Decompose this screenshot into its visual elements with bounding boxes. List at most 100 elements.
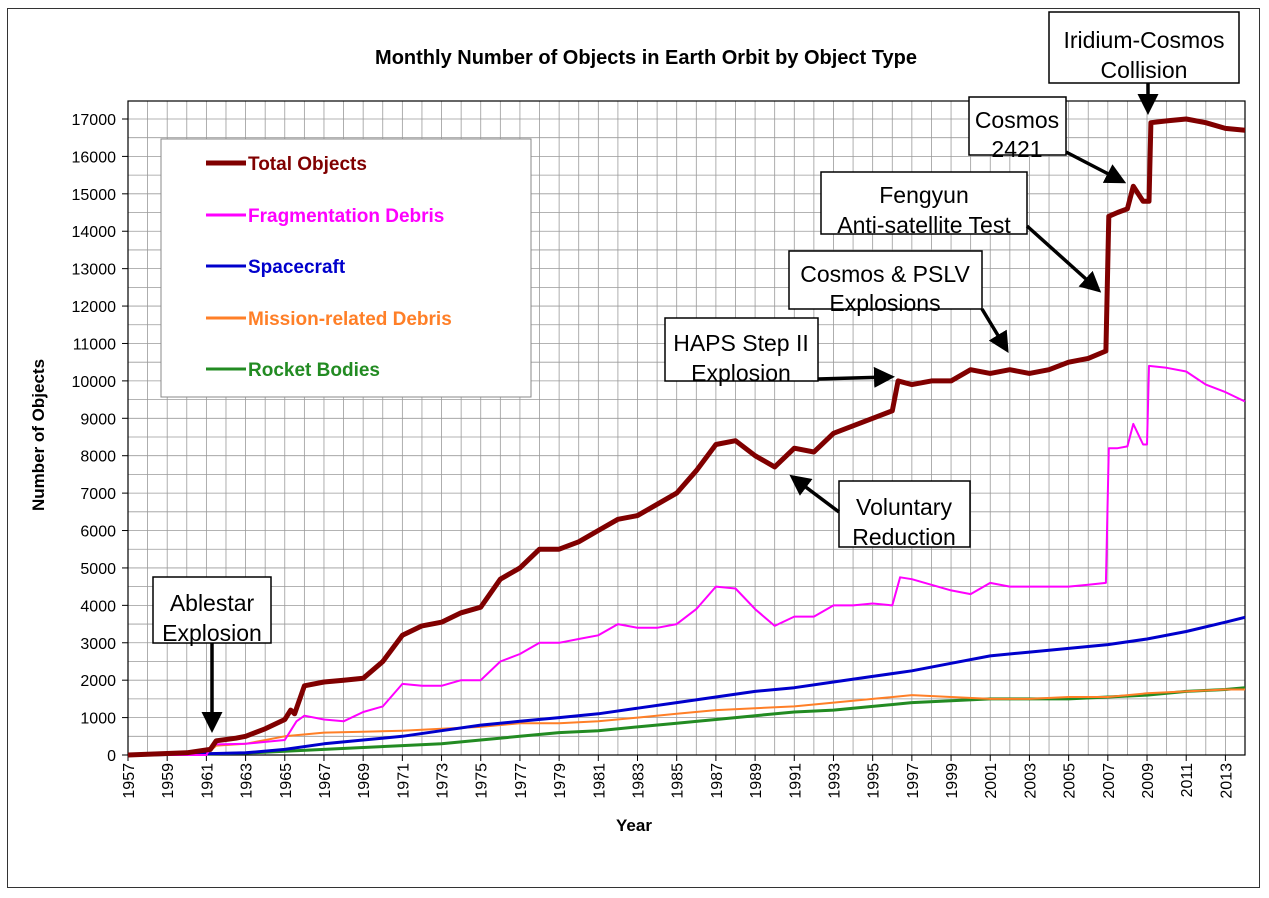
series-line-mission-related-debris [127, 688, 1245, 756]
series-line-total-objects [127, 116, 1246, 758]
x-axis-label: Year [616, 816, 652, 835]
y-tick-label: 7000 [80, 486, 116, 503]
y-tick-label: 4000 [80, 598, 116, 615]
y-tick-label: 15000 [72, 187, 117, 204]
y-tick-label: 3000 [80, 636, 116, 653]
x-tick-label: 1979 [552, 763, 569, 799]
legend-label-rocket-bodies: Rocket Bodies [248, 360, 380, 381]
y-tick-label: 17000 [72, 112, 117, 129]
annotation-iridium: Iridium-Cosmos Collision [1048, 11, 1240, 115]
annotation-cosmos-pslv: Cosmos & PSLV Explosions [788, 250, 1009, 353]
series-line-fragmentation-debris [128, 364, 1246, 756]
annotation-fengyun: Fengyun Anti-satellite Test [820, 171, 1102, 293]
y-tick-label: 10000 [72, 374, 117, 391]
annotation-text: Collision [1101, 57, 1188, 83]
y-tick-label: 0 [107, 748, 116, 765]
series-line-spacecraft [127, 615, 1246, 757]
annotation-arrow [789, 474, 841, 514]
y-tick-label: 5000 [80, 561, 116, 578]
x-tick-label: 2007 [1101, 763, 1118, 799]
annotation-text: Explosion [691, 360, 791, 386]
annotation-text: Cosmos [975, 107, 1059, 133]
x-tick-label: 1973 [435, 763, 452, 799]
legend-label-mission-related-debris: Mission-related Debris [248, 309, 452, 330]
y-tick-label: 16000 [72, 149, 117, 166]
x-tick-label: 1999 [944, 763, 961, 799]
x-axis-ticks: 1957 1959 1961 1963 1965 1967 1969 1971 1973 1975… [121, 755, 1235, 799]
legend-box [160, 138, 532, 398]
x-tick-label: 1957 [121, 763, 138, 799]
x-tick-label: 1969 [356, 763, 373, 799]
annotation-ablestar: Ablestar Explosion [152, 576, 272, 733]
annotation-box [788, 250, 983, 310]
annotation-box [968, 96, 1067, 156]
annotation-text: HAPS Step II [673, 330, 809, 356]
x-tick-label: 1959 [160, 763, 177, 799]
y-tick-label: 9000 [80, 411, 116, 428]
y-tick-label: 12000 [72, 299, 117, 316]
annotation-text: Voluntary [856, 494, 952, 520]
annotation-haps: HAPS Step II Explosion [664, 317, 895, 388]
chart-title: Monthly Number of Objects in Earth Orbit… [375, 47, 917, 69]
legend: Total Objects Fragmentation Debris Spacecr… [160, 138, 532, 398]
annotation-text: Explosions [829, 290, 940, 316]
annotation-box [838, 480, 971, 548]
plot-area-border [127, 100, 1246, 756]
y-tick-label: 1000 [80, 711, 116, 728]
y-tick-label: 6000 [80, 524, 116, 541]
x-tick-label: 2013 [1218, 763, 1235, 799]
annotation-box [152, 576, 272, 644]
annotation-arrow [1025, 224, 1102, 293]
annotation-text: Cosmos & PSLV [800, 261, 970, 287]
x-tick-label: 1995 [866, 763, 883, 799]
annotation-box [664, 317, 819, 382]
annotation-cosmos2421: Cosmos 2421 [968, 96, 1127, 184]
annotation-text: Iridium-Cosmos [1063, 27, 1224, 53]
annotation-arrow [817, 366, 895, 388]
x-tick-label: 1965 [278, 763, 295, 799]
annotation-arrow [980, 308, 1009, 353]
x-tick-label: 1987 [709, 763, 726, 799]
annotation-voluntary: Voluntary Reduction [789, 474, 971, 550]
x-tick-label: 1963 [239, 763, 256, 799]
series-line-rocket-bodies [127, 686, 1246, 757]
x-tick-label: 2003 [1022, 763, 1039, 799]
x-tick-label: 1977 [513, 763, 530, 799]
annotation-text: Fengyun [879, 182, 969, 208]
annotation-arrow [1065, 150, 1127, 184]
series-lines [127, 116, 1246, 758]
annotation-box [820, 171, 1028, 235]
x-tick-label: 1967 [317, 763, 334, 799]
x-tick-label: 2001 [983, 763, 1000, 799]
annotation-text: Reduction [852, 524, 956, 550]
annotation-text: Explosion [162, 620, 262, 646]
x-tick-label: 2011 [1179, 763, 1196, 798]
chart-frame [7, 8, 1260, 888]
y-tick-label: 2000 [80, 673, 116, 690]
annotation-box [1048, 11, 1240, 84]
x-tick-label: 1989 [748, 763, 765, 799]
legend-label-spacecraft: Spacecraft [248, 257, 346, 278]
x-tick-label: 1985 [670, 763, 687, 799]
x-tick-label: 1991 [787, 763, 804, 799]
legend-label-total-objects: Total Objects [248, 154, 367, 175]
y-tick-label: 8000 [80, 449, 116, 466]
x-tick-label: 2005 [1062, 763, 1079, 799]
annotation-text: Ablestar [170, 590, 255, 616]
annotations: Ablestar Explosion HAPS Step II Explosion Vo… [152, 11, 1240, 733]
x-tick-label: 1961 [199, 763, 216, 799]
annotation-text: 2421 [991, 136, 1042, 162]
annotation-text: Anti-satellite Test [837, 212, 1011, 238]
x-tick-label: 1997 [905, 763, 922, 799]
x-tick-label: 1971 [395, 763, 412, 799]
y-axis-label: Number of Objects [29, 359, 48, 511]
legend-label-fragmentation-debris: Fragmentation Debris [248, 206, 444, 227]
x-tick-label: 1981 [591, 763, 608, 799]
x-tick-label: 1975 [474, 763, 491, 799]
x-tick-label: 1983 [631, 763, 648, 799]
y-tick-label: 14000 [72, 224, 117, 241]
y-tick-label: 11000 [73, 336, 116, 353]
y-axis-ticks: 0 1000 2000 3000 4000 5000 6000 7000 8000 9000 100… [72, 112, 128, 765]
y-tick-label: 13000 [72, 262, 117, 279]
